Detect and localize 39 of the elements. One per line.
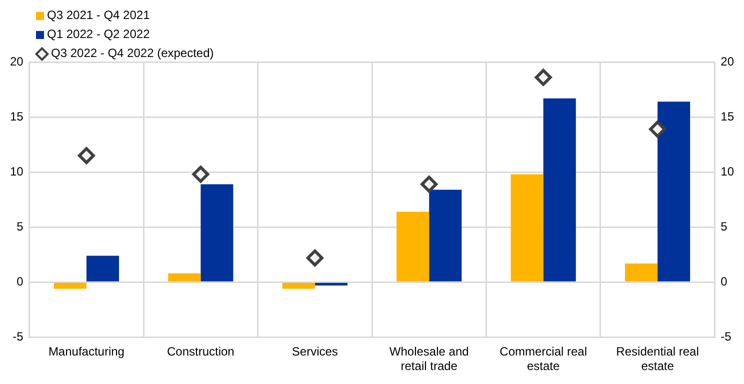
y-tick-label: -5: [12, 330, 24, 344]
x-tick-label: Wholesale and retail trade: [389, 344, 469, 374]
legend-label: Q1 2022 - Q2 2022: [47, 26, 150, 43]
y2-tick-label: 15: [720, 109, 734, 124]
x-tick-label: Services: [292, 344, 338, 359]
bar: [282, 282, 315, 289]
y-tick-label: 20: [10, 54, 24, 68]
point: [420, 176, 438, 193]
bar: [200, 184, 234, 282]
y-tick-label: 15: [10, 109, 24, 124]
y2-tick-label: 0: [720, 274, 728, 288]
y-tick-label: 10: [10, 164, 24, 178]
bar: [396, 212, 430, 282]
bar: [543, 98, 576, 282]
bar: [510, 174, 544, 282]
y2-tick-label: 10: [720, 164, 734, 178]
x-tick-label: Commercial real estate: [500, 344, 588, 374]
x-tick-label: Manufacturing: [48, 344, 124, 359]
bar: [54, 282, 86, 289]
point: [192, 166, 210, 183]
bar: [86, 256, 120, 282]
y2-tick-label: -5: [720, 330, 732, 344]
y-tick-label: 0: [16, 274, 24, 288]
bar: [314, 282, 348, 286]
bar: [168, 273, 201, 282]
x-tick-label: Residential real estate: [616, 344, 699, 374]
bar: [624, 263, 658, 282]
legend-label: Q3 2021 - Q4 2021: [47, 7, 150, 24]
point: [306, 249, 324, 266]
x-tick-label: Construction: [166, 344, 234, 359]
y2-tick-label: 5: [720, 219, 728, 234]
point: [78, 147, 95, 164]
bar: [658, 102, 690, 282]
y-tick-label: 5: [16, 219, 24, 234]
y2-tick-label: 20: [720, 54, 734, 68]
bar: [429, 190, 462, 282]
legend-label: Q3 2022 - Q4 2022 (expected): [51, 45, 214, 62]
point: [534, 68, 552, 86]
point: [649, 120, 666, 138]
